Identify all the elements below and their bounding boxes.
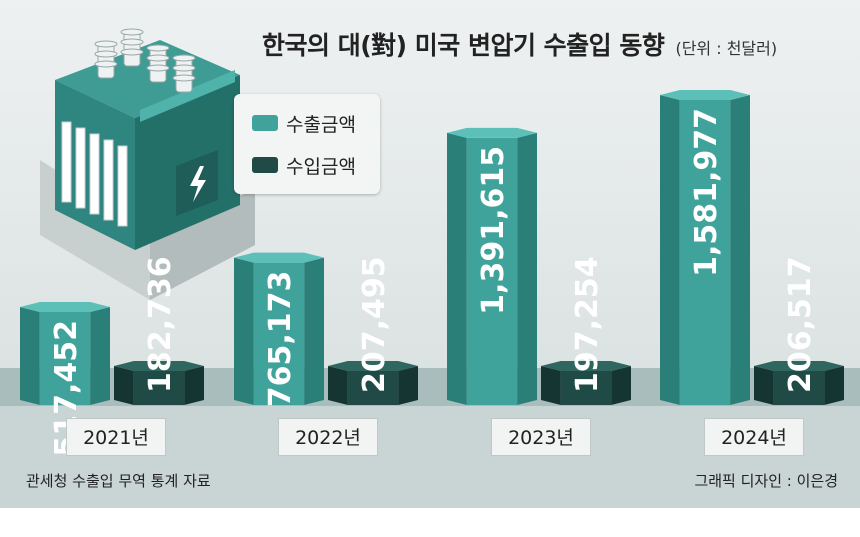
bar-import-2024-top bbox=[754, 361, 844, 371]
bar-export-2024-facet-front bbox=[679, 100, 731, 405]
bar-export-2022 bbox=[234, 252, 324, 405]
data-label-import-2024: 206,517 bbox=[783, 256, 818, 393]
data-label-export-2022: 765,173 bbox=[263, 271, 298, 408]
bar-import-2022-facet-left bbox=[328, 366, 348, 405]
legend-item-import: 수입금액 bbox=[252, 150, 356, 180]
legend-swatch-export bbox=[252, 115, 278, 131]
bar-import-2023 bbox=[541, 361, 631, 405]
bar-import-2022 bbox=[328, 361, 418, 405]
bars-layer: 517,452 182,736 765,173 207,4951,391,615197… bbox=[20, 90, 844, 457]
bar-import-2024 bbox=[754, 361, 844, 405]
transformer-icon bbox=[40, 28, 255, 300]
legend-label-export: 수출금액 bbox=[286, 113, 356, 136]
legend-swatch-import bbox=[252, 157, 278, 173]
bar-import-2021-facet-left bbox=[114, 366, 134, 405]
bar-import-2024-facet-left bbox=[754, 366, 774, 405]
bar-import-2024-facet-front bbox=[773, 371, 825, 405]
legend: 수출금액 수입금액 bbox=[234, 94, 380, 194]
bar-import-2021 bbox=[114, 361, 204, 405]
bar-import-2022-facet-right bbox=[398, 366, 418, 405]
bar-export-2021-facet-right bbox=[90, 306, 110, 405]
bar-export-2023-facet-front bbox=[466, 137, 518, 406]
bar-export-2021-facet-front bbox=[39, 311, 91, 405]
bar-export-2021-top bbox=[20, 301, 110, 312]
data-label-import-2022: 207,495 bbox=[357, 256, 392, 393]
bar-import-2021-top bbox=[114, 361, 204, 371]
data-label-export-2024: 1,581,977 bbox=[689, 108, 724, 277]
bar-export-2022-facet-left bbox=[234, 257, 254, 405]
bar-export-2024 bbox=[660, 90, 750, 405]
bar-import-2023-facet-front bbox=[560, 371, 612, 405]
bar-export-2023-top bbox=[447, 127, 537, 138]
bar-export-2023-facet-left bbox=[447, 132, 467, 406]
bar-export-2021-facet-left bbox=[20, 306, 40, 405]
category-label-2023: 2023년 bbox=[491, 418, 591, 456]
bar-export-2022-top bbox=[234, 252, 324, 263]
data-label-export-2023: 1,391,615 bbox=[476, 146, 511, 315]
category-label-2024: 2024년 bbox=[704, 418, 804, 456]
bar-export-2022-facet-right bbox=[304, 257, 324, 405]
legend-label-import: 수입금액 bbox=[286, 155, 356, 178]
bar-import-2022-top bbox=[328, 361, 418, 371]
bar-export-2024-top bbox=[660, 90, 750, 100]
chart-unit: (단위 : 천달러) bbox=[675, 39, 778, 58]
chart-title: 한국의 대(對) 미국 변압기 수출입 동향 bbox=[262, 31, 665, 60]
bar-export-2023-facet-right bbox=[517, 132, 537, 406]
legend-item-export: 수출금액 bbox=[252, 108, 356, 138]
design-credit: 그래픽 디자인 : 이은경 bbox=[694, 472, 838, 490]
data-label-import-2021: 182,736 bbox=[143, 256, 178, 393]
bar-export-2023 bbox=[447, 127, 537, 406]
bar-export-2021 bbox=[20, 301, 110, 405]
bar-import-2024-facet-right bbox=[824, 366, 844, 405]
data-label-import-2023: 197,254 bbox=[570, 256, 605, 393]
bar-import-2023-top bbox=[541, 361, 631, 371]
bar-import-2023-facet-right bbox=[611, 366, 631, 405]
chart-title-block: 한국의 대(對) 미국 변압기 수출입 동향 (단위 : 천달러) bbox=[262, 26, 777, 62]
bar-import-2021-facet-front bbox=[133, 371, 185, 405]
category-label-2022: 2022년 bbox=[278, 418, 378, 456]
bar-import-2021-facet-right bbox=[184, 366, 204, 405]
bar-export-2024-facet-left bbox=[660, 95, 680, 405]
category-label-2021: 2021년 bbox=[66, 418, 166, 456]
bar-import-2023-facet-left bbox=[541, 366, 561, 405]
bar-export-2022-facet-front bbox=[253, 262, 305, 405]
bar-export-2024-facet-right bbox=[730, 95, 750, 405]
bar-import-2022-facet-front bbox=[347, 371, 399, 405]
source-note: 관세청 수출입 무역 통계 자료 bbox=[26, 472, 211, 490]
